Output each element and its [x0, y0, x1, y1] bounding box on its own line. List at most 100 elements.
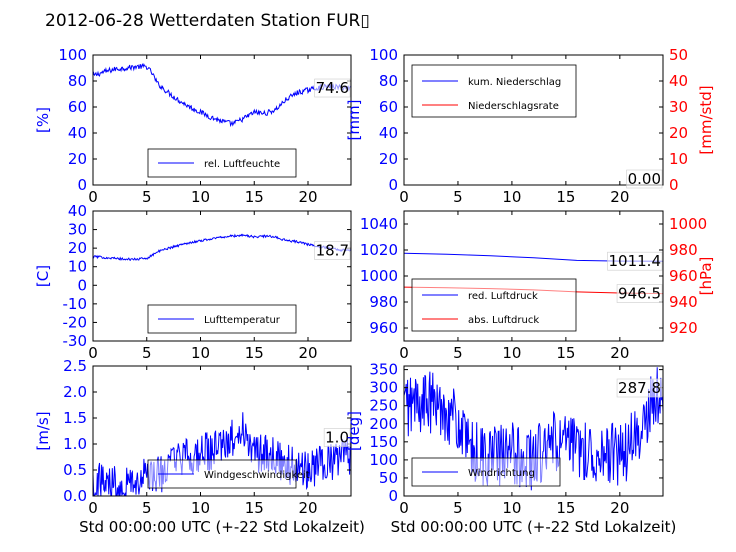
y-tick-label: 40 [379, 124, 398, 142]
x-tick-label: 5 [142, 344, 152, 362]
y2-tick-label: 10 [669, 150, 688, 168]
value-label: 287.8 [618, 379, 661, 397]
y-tick-label: 1.5 [63, 409, 87, 427]
x-tick-label: 20 [298, 344, 317, 362]
series-line-windgeschwindigkeit [93, 412, 351, 496]
x-tick-label: 5 [453, 499, 463, 517]
y-tick-label: -10 [63, 295, 88, 313]
legend-entry: rel. Luftfeuchte [204, 159, 280, 170]
value-label-box [626, 169, 663, 189]
x-tick-label: 20 [610, 188, 629, 206]
x-tick-label: 15 [556, 344, 575, 362]
panel-top-left: 0 5 10 15 20 0 20 40 60 80 100 [%] rel. Luftfeuchte 7… [34, 46, 352, 206]
legend-entry: red. Luftdruck [468, 291, 538, 302]
y-tick-label: 0 [388, 176, 398, 194]
series-line-rel-luftfeuchte [93, 63, 351, 128]
x-tick-label: 0 [88, 499, 98, 517]
y2-tick-label: 960 [669, 267, 698, 285]
y-tick-label: 60 [379, 98, 398, 116]
x-tick-label: 5 [453, 344, 463, 362]
value-label-box [314, 78, 351, 98]
legend-entry: kum. Niederschlag [468, 77, 561, 88]
x-tick-label: 15 [556, 188, 575, 206]
y-tick-label: 100 [58, 46, 87, 64]
x-tick-label: 0 [399, 499, 409, 517]
legend-box [411, 278, 577, 332]
y-tick-label: 30 [68, 221, 87, 239]
axes-frame [92, 365, 352, 497]
y-tick-label: 1.0 [63, 435, 87, 453]
y-tick-label: 20 [68, 150, 87, 168]
x-tick-label: 0 [399, 344, 409, 362]
y-tick-label: 0 [388, 487, 398, 505]
series-line-windrichtung [404, 367, 663, 491]
x-tick-label: 10 [191, 188, 210, 206]
y-tick-label: 2.0 [63, 383, 87, 401]
value-label-box [616, 284, 663, 303]
x-tick-label: 0 [88, 344, 98, 362]
legend-entry: Windrichtung [468, 468, 535, 479]
y2-axis-label: [mm/std] [697, 85, 715, 154]
y-axis-label: [m/s] [34, 411, 52, 450]
legend-entry: Windgeschwindigkeit [204, 470, 310, 481]
axes-frame [403, 54, 664, 186]
y-axis-label: [deg] [345, 411, 363, 451]
x-tick-label: 10 [191, 344, 210, 362]
y-axis-label: [%] [34, 107, 52, 133]
value-label: 0.00 [628, 170, 661, 188]
y-tick-label: 40 [68, 124, 87, 142]
legend-entry: Lufttemperatur [204, 315, 281, 326]
value-label-box [323, 428, 351, 447]
panel-middle-left: 0 5 10 15 20-30-20-10010203040[C]Lufttempera… [34, 202, 352, 362]
y-tick-label: 100 [369, 451, 398, 469]
y2-tick-label: 30 [669, 98, 688, 116]
y2-tick-label: 980 [669, 241, 698, 259]
panel-bottom-left: 0 5 10 15 20 0.0 0.5 1.0 1.5 2.0 2.5 [m/s] Std 00:00… [34, 357, 365, 536]
x-axis-label: Std 00:00:00 UTC (+-22 Std Lokalzeit) [79, 518, 365, 536]
y-tick-label: 1020 [360, 241, 398, 259]
value-label: 946.5 [618, 285, 661, 303]
x-axis-label: Std 00:00:00 UTC (+-22 Std Lokalzeit) [391, 518, 677, 536]
x-tick-label: 20 [298, 499, 317, 517]
y-tick-label: 80 [379, 72, 398, 90]
y-tick-label: 40 [68, 202, 87, 220]
y2-tick-label: 40 [669, 72, 688, 90]
x-tick-label: 15 [556, 499, 575, 517]
y-tick-label: -20 [63, 313, 88, 331]
y-tick-label: 2.5 [63, 357, 87, 375]
x-tick-label: 15 [245, 188, 264, 206]
y-tick-label: 1000 [360, 267, 398, 285]
value-label: 74.6 [316, 79, 349, 97]
figure-title: 2012-06-28 Wetterdaten Station FUR▯ [45, 11, 370, 31]
x-tick-label: 10 [191, 499, 210, 517]
axes-frame [403, 365, 664, 497]
y-axis-label: [C] [34, 265, 52, 287]
y2-tick-label: 940 [669, 293, 698, 311]
y-tick-label: 20 [379, 150, 398, 168]
series-line-lufttemperatur [93, 233, 351, 262]
y2-axis-label: [hPa] [697, 257, 715, 296]
y-axis-label: [mm] [345, 100, 363, 141]
value-label-box [607, 251, 663, 271]
y-tick-label: 960 [369, 319, 398, 337]
x-tick-label: 20 [610, 344, 629, 362]
y-tick-label: 80 [68, 72, 87, 90]
axes-frame [92, 54, 352, 186]
y2-tick-label: 20 [669, 124, 688, 142]
y-tick-label: 1040 [360, 215, 398, 233]
value-label: 1011.4 [609, 252, 662, 270]
y-tick-label: 0 [77, 276, 87, 294]
y-tick-label: 0.5 [63, 461, 87, 479]
x-tick-label: 10 [502, 344, 521, 362]
y-tick-label: 50 [379, 469, 398, 487]
x-tick-label: 5 [453, 188, 463, 206]
x-tick-label: 10 [502, 188, 521, 206]
x-tick-label: 15 [245, 499, 264, 517]
x-tick-label: 0 [399, 188, 409, 206]
y2-tick-label: 50 [669, 46, 688, 64]
y-tick-label: 150 [369, 433, 398, 451]
legend-box [411, 64, 577, 118]
panel-middle-right: 0 5 10 15 20 960 980 1000 1020 1040 920 940 960 980 10… [360, 210, 715, 362]
